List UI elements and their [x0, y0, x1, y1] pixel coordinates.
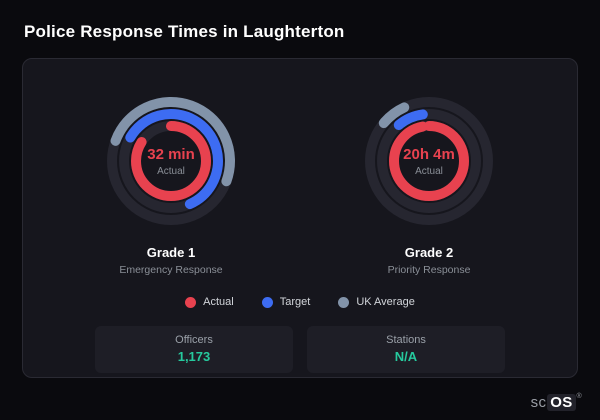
gauge-grade-2-center: 20h 4m Actual [359, 91, 499, 231]
stat-label-officers: Officers [175, 334, 213, 346]
logo-suffix: OS [547, 394, 576, 411]
gauge-grade-2-title: Grade 2 [404, 245, 454, 260]
gauge-grade-1: 32 min Actual Grade 1 Emergency Response [61, 91, 281, 276]
stat-box-officers: Officers 1,173 [95, 326, 293, 373]
response-times-card: 32 min Actual Grade 1 Emergency Response [22, 58, 578, 378]
gauge-grade-2-value-label: Actual [415, 165, 443, 177]
gauge-grade-2-subtitle: Priority Response [387, 264, 471, 276]
stat-label-stations: Stations [386, 334, 426, 346]
stat-box-stations: Stations N/A [307, 326, 505, 373]
target-dot-icon [261, 296, 273, 308]
registered-mark-icon: ® [576, 393, 582, 400]
chart-legend: Actual Target UK Average [23, 296, 577, 308]
gauge-grade-2-value: 20h 4m [403, 145, 455, 163]
stat-value-officers: 1,173 [177, 349, 211, 364]
page-title: Police Response Times in Laughterton [24, 22, 345, 41]
gauge-grade-1-subtitle: Emergency Response [119, 264, 223, 276]
actual-dot-icon [185, 296, 197, 308]
gauge-grade-2: 20h 4m Actual Grade 2 Priority Response [319, 91, 539, 276]
gauge-grade-1-center: 32 min Actual [101, 91, 241, 231]
gauge-grade-2-chart: 20h 4m Actual [359, 91, 499, 231]
stat-value-stations: N/A [394, 349, 418, 364]
gauge-grade-1-value: 32 min [147, 145, 195, 163]
gauge-grade-1-title: Grade 1 [146, 245, 196, 260]
gauge-grade-1-chart: 32 min Actual [101, 91, 241, 231]
legend-label-actual: Actual [203, 296, 234, 308]
legend-item-actual[interactable]: Actual [185, 296, 234, 308]
legend-label-target: Target [279, 296, 311, 308]
legend-label-uk-average: UK Average [356, 296, 415, 308]
brand-logo: sc OS ® [530, 393, 582, 411]
gauges-row: 32 min Actual Grade 1 Emergency Response [23, 91, 577, 276]
logo-prefix: sc [530, 394, 547, 411]
stats-row: Officers 1,173 Stations N/A [95, 326, 505, 373]
legend-item-target[interactable]: Target [261, 296, 311, 308]
gauge-grade-1-svg [107, 97, 235, 225]
gauge-grade-1-value-label: Actual [157, 165, 185, 177]
legend-item-uk-average[interactable]: UK Average [338, 296, 415, 308]
uk-average-dot-icon [338, 296, 350, 308]
gauge-grade-2-svg [365, 97, 493, 226]
